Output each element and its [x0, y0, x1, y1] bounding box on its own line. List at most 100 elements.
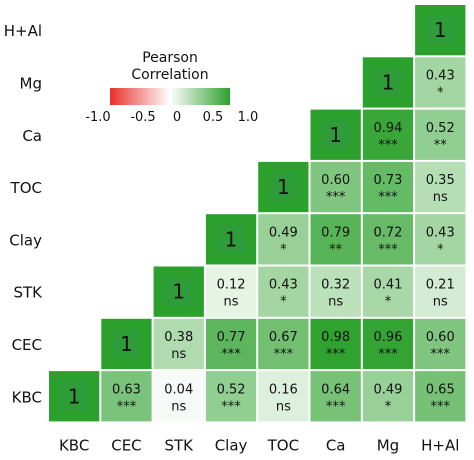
legend-tick-label: 0 [173, 110, 181, 125]
heatmap-cell: 0.43 * [258, 266, 309, 317]
cell-fill [310, 161, 361, 213]
cell-value-label: 0.35 [426, 173, 455, 188]
cell-significance-label: ns [276, 399, 291, 414]
cell-value-label: 0.43 [269, 278, 298, 293]
diagonal-inner-square [112, 329, 141, 359]
cell-fill [310, 371, 361, 422]
heatmap-cell: 0.32 ns [310, 266, 361, 317]
legend-tick-label: 0.5 [203, 110, 224, 125]
cell-significance-label: *** [431, 347, 451, 362]
cell-fill [205, 318, 257, 370]
heatmap-cell: 1 [310, 109, 361, 160]
x-tick-label: CEC [111, 436, 141, 454]
x-tick-label: STK [164, 436, 194, 454]
cell-significance-label: * [280, 242, 287, 257]
diagonal-inner-square [269, 172, 298, 202]
cell-value-label: 0.98 [321, 330, 350, 345]
cell-value-label: 0.52 [426, 121, 455, 136]
legend-tick-label: -0.5 [130, 110, 155, 125]
cell-value-label: 0.41 [373, 278, 402, 293]
heatmap-cell: 1 [415, 5, 466, 56]
cell-value-label: 1 [68, 384, 81, 408]
cell-significance-label: *** [378, 190, 398, 205]
cell-significance-label: * [437, 242, 444, 257]
cell-value-label: 0.52 [217, 382, 246, 397]
cell-fill [258, 214, 309, 265]
cell-significance-label: *** [378, 138, 398, 153]
cell-fill [362, 266, 414, 317]
heatmap-cell: 0.63 *** [101, 371, 152, 422]
cell-value-label: 0.72 [373, 225, 402, 240]
cell-value-label: 0.12 [217, 278, 246, 293]
heatmap-cell: 1 [101, 318, 152, 370]
cell-fill [415, 109, 466, 160]
heatmap-cell: 0.52 *** [205, 371, 257, 422]
cell-significance-label: ns [224, 295, 239, 310]
heatmap-cell: 0.60 *** [415, 318, 466, 370]
cell-significance-label: *** [378, 347, 398, 362]
diagonal-inner-square [373, 68, 403, 97]
heatmap-cell: 0.98 *** [310, 318, 361, 370]
cell-fill [205, 266, 257, 317]
cell-value-label: 0.67 [269, 330, 298, 345]
heatmap-cell: 0.35 ns [415, 161, 466, 213]
heatmap-cell: 0.16 ns [258, 371, 309, 422]
y-tick-label: KBC [12, 388, 42, 406]
cell-significance-label: *** [274, 347, 294, 362]
cell-significance-label: ns [171, 347, 186, 362]
y-tick-label: CEC [12, 336, 42, 354]
heatmap-cell: 0.49 * [362, 371, 414, 422]
cell-value-label: 0.16 [269, 382, 298, 397]
cell-significance-label: ns [171, 399, 186, 414]
cell-value-label: 1 [120, 332, 133, 356]
cell-significance-label: *** [117, 399, 137, 414]
heatmap-cell: 0.12 ns [205, 266, 257, 317]
heatmap-cell: 0.73 *** [362, 161, 414, 213]
cell-significance-label: *** [326, 347, 346, 362]
cell-significance-label: ns [328, 295, 343, 310]
heatmap-cell: 0.72 *** [362, 214, 414, 265]
diagonal-inner-square [164, 277, 193, 306]
heatmap-cell: 0.65 *** [415, 371, 466, 422]
heatmap-cell: 1 [362, 57, 414, 108]
cell-value-label: 0.43 [426, 225, 455, 240]
heatmap-cell: 0.96 *** [362, 318, 414, 370]
cell-significance-label: *** [431, 399, 451, 414]
x-tick-label: TOC [267, 436, 299, 454]
cell-fill [362, 109, 414, 160]
cell-value-label: 0.04 [164, 382, 193, 397]
cell-value-label: 0.79 [321, 225, 350, 240]
x-tick-label: Clay [215, 436, 248, 454]
x-tick-label: H+Al [421, 436, 459, 454]
cell-value-label: 0.43 [426, 68, 455, 83]
cell-fill [415, 371, 466, 422]
y-tick-label: TOC [10, 179, 42, 197]
heatmap-cell: 0.43 * [415, 57, 466, 108]
cell-value-label: 0.96 [373, 330, 402, 345]
cell-value-label: 1 [434, 18, 447, 42]
cell-value-label: 1 [329, 123, 342, 147]
cell-value-label: 0.63 [112, 382, 141, 397]
cell-significance-label: *** [326, 399, 346, 414]
cell-fill [153, 371, 204, 422]
cell-value-label: 1 [172, 280, 185, 304]
cell-significance-label: ** [329, 242, 343, 257]
cell-value-label: 0.60 [321, 173, 350, 188]
cell-value-label: 1 [225, 227, 238, 251]
cell-significance-label: * [280, 295, 287, 310]
legend-colorbar [110, 88, 230, 105]
cell-significance-label: ** [434, 138, 448, 153]
x-tick-label: Ca [326, 436, 346, 454]
cell-fill [310, 318, 361, 370]
y-tick-label: Clay [9, 231, 42, 249]
diagonal-inner-square [321, 120, 350, 149]
heatmap-cell: 0.21 ns [415, 266, 466, 317]
cell-significance-label: ns [433, 295, 448, 310]
cell-significance-label: *** [378, 242, 398, 257]
heatmap-cell: 0.67 *** [258, 318, 309, 370]
cell-significance-label: ns [433, 190, 448, 205]
cell-fill [415, 266, 466, 317]
cell-fill [258, 266, 309, 317]
heatmap-cell: 0.79 ** [310, 214, 361, 265]
